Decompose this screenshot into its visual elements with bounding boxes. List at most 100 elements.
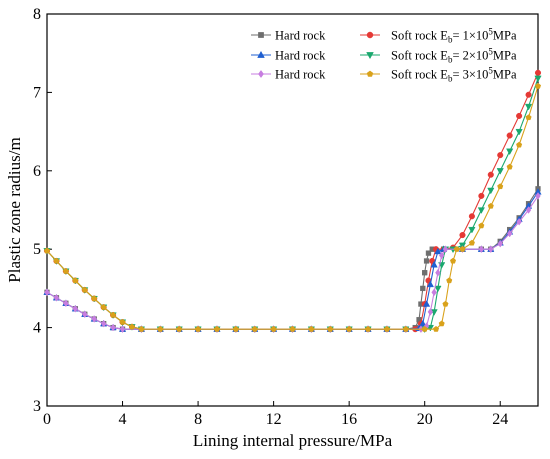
series-line — [46, 78, 539, 330]
data-point — [364, 325, 372, 332]
legend-label-part: 5 — [488, 27, 493, 37]
data-point — [449, 257, 457, 264]
legend-item: Hard rock — [251, 68, 326, 82]
legend-label-part: MPa — [493, 29, 517, 43]
series-1 — [44, 186, 541, 332]
data-point — [487, 171, 494, 178]
data-point — [431, 288, 437, 297]
data-point — [53, 257, 60, 264]
data-point — [425, 250, 432, 256]
data-point — [53, 293, 60, 302]
data-point — [422, 300, 431, 307]
data-point — [516, 141, 523, 148]
y-tick-label: 4 — [33, 320, 41, 337]
data-point — [346, 325, 353, 332]
data-point — [438, 251, 445, 260]
data-point — [91, 295, 98, 302]
legend-label: Soft rock Eb= 3×105MPa — [391, 66, 517, 84]
x-tick-label: 20 — [417, 411, 433, 428]
data-point — [496, 168, 504, 175]
data-point — [427, 308, 434, 316]
data-point — [516, 217, 522, 226]
data-point — [138, 325, 145, 332]
data-point — [468, 226, 476, 234]
x-tick-label: 24 — [492, 411, 508, 428]
legend-label-part: b — [448, 74, 453, 84]
data-point — [110, 323, 116, 332]
data-point — [110, 311, 117, 318]
data-point — [442, 300, 449, 307]
legend-label-part: = 2×10 — [452, 49, 488, 63]
data-point — [478, 222, 485, 229]
data-point — [81, 286, 88, 293]
data-point — [488, 245, 494, 254]
series-6 — [43, 82, 542, 332]
data-point — [100, 319, 107, 328]
data-point — [423, 258, 430, 264]
data-point — [308, 325, 315, 332]
legend-label-part: Soft rock E — [391, 68, 448, 82]
data-point — [402, 325, 409, 332]
data-point — [232, 325, 239, 332]
data-point — [487, 187, 495, 195]
data-point — [468, 239, 475, 246]
data-point — [63, 299, 69, 308]
data-point — [535, 192, 541, 200]
data-point — [119, 318, 126, 325]
data-point — [157, 325, 164, 332]
data-point — [43, 247, 51, 254]
series-line — [46, 188, 539, 330]
data-point — [62, 267, 69, 274]
data-point — [366, 31, 374, 39]
x-tick-label: 0 — [43, 411, 51, 428]
data-point — [516, 112, 523, 119]
data-point — [534, 69, 542, 76]
data-point — [195, 325, 202, 332]
data-point — [468, 213, 475, 220]
y-tick-label: 5 — [33, 241, 41, 258]
legend-label-part: 5 — [488, 47, 493, 57]
legend-label-part: = 3×10 — [452, 68, 488, 82]
series-layer — [43, 69, 542, 334]
data-point — [251, 325, 258, 332]
data-point — [515, 128, 523, 136]
data-point — [257, 50, 265, 58]
legend-label: Hard rock — [275, 68, 326, 82]
data-point — [434, 285, 442, 293]
data-point — [327, 325, 334, 332]
data-point — [432, 325, 440, 332]
legend-label: Hard rock — [275, 49, 326, 63]
series-line — [46, 85, 539, 330]
series-5 — [44, 192, 541, 334]
legend-item: Soft rock Eb= 3×105MPa — [360, 66, 517, 84]
plot-frame — [46, 13, 539, 407]
data-point — [497, 152, 504, 159]
legend-label: Soft rock Eb= 2×105MPa — [391, 47, 517, 65]
x-tick-label: 8 — [194, 411, 202, 428]
legend-label-part: b — [448, 35, 453, 45]
data-point — [497, 239, 503, 248]
series-line — [46, 191, 539, 330]
data-point — [459, 245, 466, 252]
data-point — [438, 320, 445, 327]
data-point — [534, 82, 542, 89]
axes: 0 4 8 12 16 20 24 3 4 5 6 7 8 Lining internal pressur… — [5, 6, 539, 450]
data-point — [506, 163, 513, 170]
data-point — [459, 232, 466, 239]
data-point — [434, 247, 442, 255]
legend-label-part: b — [448, 55, 453, 65]
data-point — [176, 325, 183, 332]
data-point — [44, 288, 50, 297]
legend-label-part: MPa — [493, 49, 517, 63]
series-4 — [43, 75, 542, 334]
data-point — [497, 183, 504, 190]
data-point — [506, 132, 513, 139]
y-tick-label: 3 — [33, 398, 41, 415]
data-point — [72, 304, 79, 313]
data-point — [420, 285, 426, 292]
data-point — [524, 103, 533, 111]
legend-label-part: = 1×10 — [452, 29, 488, 43]
data-point — [525, 114, 532, 121]
data-point — [477, 207, 485, 214]
